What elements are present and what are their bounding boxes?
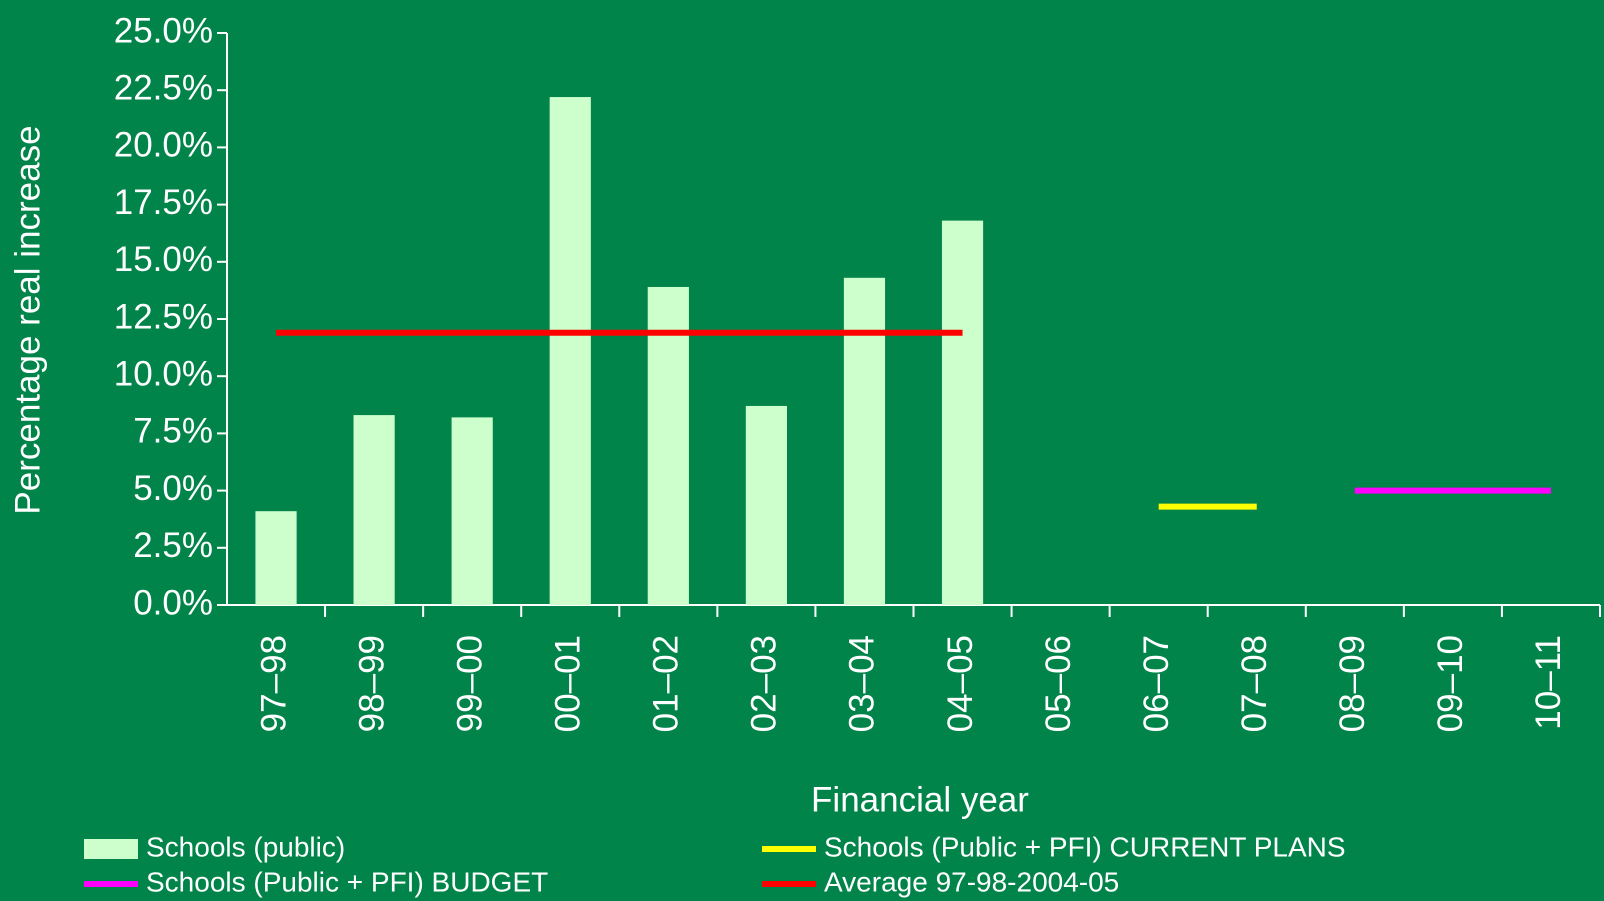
x-tick-label: 03–04 [843, 635, 882, 732]
y-tick-label: 22.5% [114, 68, 213, 107]
y-tick-label: 10.0% [114, 354, 213, 393]
legend-label: Schools (Public + PFI) BUDGET [146, 866, 548, 897]
bar [451, 417, 493, 605]
y-tick-label: 7.5% [133, 412, 213, 451]
x-tick-label: 08–09 [1333, 635, 1372, 732]
x-tick-label: 00–01 [549, 635, 588, 732]
x-axis-title: Financial year [811, 780, 1029, 819]
x-tick-label: 10–11 [1529, 635, 1568, 730]
x-tick-label: 09–10 [1431, 635, 1470, 732]
x-tick-label: 97–98 [254, 635, 293, 732]
bar [941, 220, 984, 605]
y-tick-label: 15.0% [114, 240, 213, 279]
x-tick-label: 04–05 [941, 635, 980, 732]
x-tick-label: 05–06 [1039, 635, 1078, 732]
y-tick-label: 0.0% [133, 583, 213, 622]
x-tick-label: 02–03 [745, 635, 784, 732]
y-tick-label: 20.0% [114, 126, 213, 165]
y-tick-label: 17.5% [114, 183, 213, 222]
x-tick-label: 99–00 [450, 635, 489, 732]
bar [549, 97, 591, 606]
y-tick-label: 12.5% [114, 297, 213, 336]
bar [647, 286, 689, 605]
x-tick-label: 06–07 [1137, 635, 1176, 732]
bar [745, 405, 787, 605]
y-tick-label: 5.0% [133, 469, 213, 508]
x-tick-label: 01–02 [647, 635, 686, 732]
y-tick-label: 2.5% [133, 526, 213, 565]
legend-label: Schools (public) [146, 831, 345, 862]
bar [843, 277, 886, 605]
x-tick-label: 07–08 [1235, 635, 1274, 732]
legend-swatch [84, 839, 138, 859]
bar [255, 511, 297, 605]
bar [353, 415, 395, 605]
x-tick-label: 98–99 [352, 635, 391, 732]
legend-label: Schools (Public + PFI) CURRENT PLANS [824, 831, 1346, 862]
y-axis-title: Percentage real increase [8, 125, 47, 514]
legend-label: Average 97-98-2004-05 [824, 866, 1119, 897]
y-tick-label: 25.0% [114, 11, 213, 50]
